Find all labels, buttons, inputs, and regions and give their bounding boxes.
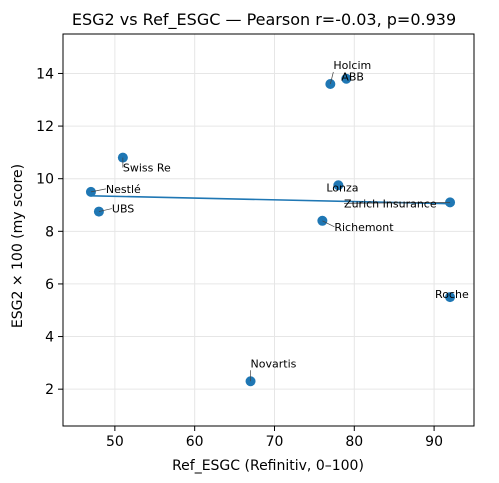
leader-line-ubs [98, 208, 112, 212]
point-label-roche: Roche [435, 288, 469, 301]
point-roche [445, 292, 456, 303]
leader-line-zurich-insurance [344, 202, 451, 204]
plot-area [62, 33, 475, 427]
y-axis: 2 4 6 8 10 12 14 [36, 66, 63, 398]
y-tick-label: 6 [45, 277, 54, 293]
leader-line-nestl- [90, 188, 107, 193]
y-tick-label: 14 [36, 66, 54, 82]
y-tick-label: 10 [36, 172, 54, 188]
point-label-abb: ABB [341, 71, 364, 84]
point-label-holcim: Holcim [333, 59, 371, 72]
y-axis-label: ESG2 × 100 (my score) [10, 164, 26, 328]
y-tick-label: 12 [36, 119, 54, 135]
x-tick-label: 60 [186, 434, 204, 450]
point-lonza [333, 180, 344, 191]
point-label-ubs: UBS [112, 203, 134, 216]
regression-line [90, 194, 451, 205]
x-tick-label: 70 [266, 434, 284, 450]
leader-line-holcim [330, 71, 334, 85]
x-tick-label: 90 [425, 434, 443, 450]
point-label-zurich-insurance: Zurich Insurance [344, 197, 437, 210]
point-label-swiss-re: Swiss Re [123, 162, 171, 175]
points-layer [85, 73, 456, 387]
point-abb [341, 73, 352, 84]
point-label-lonza: Lonza [326, 181, 358, 194]
chart-title: ESG2 vs Ref_ESGC — Pearson r=-0.03, p=0.… [72, 10, 456, 30]
point-label-novartis: Novartis [251, 357, 297, 370]
point-label-nestl-: Nestlé [106, 183, 141, 196]
leader-line-richemont [322, 220, 335, 228]
x-tick-label: 80 [345, 434, 363, 450]
grid [63, 34, 474, 426]
point-label-richemont: Richemont [334, 221, 394, 234]
y-tick-label: 4 [45, 330, 54, 346]
y-tick-label: 2 [45, 382, 54, 398]
x-axis: 50 60 70 80 90 [106, 426, 443, 450]
fit-line-layer [90, 194, 451, 205]
y-tick-label: 8 [45, 224, 54, 240]
x-axis-label: Ref_ESGC (Refinitiv, 0–100) [172, 458, 364, 474]
x-tick-label: 50 [106, 434, 124, 450]
